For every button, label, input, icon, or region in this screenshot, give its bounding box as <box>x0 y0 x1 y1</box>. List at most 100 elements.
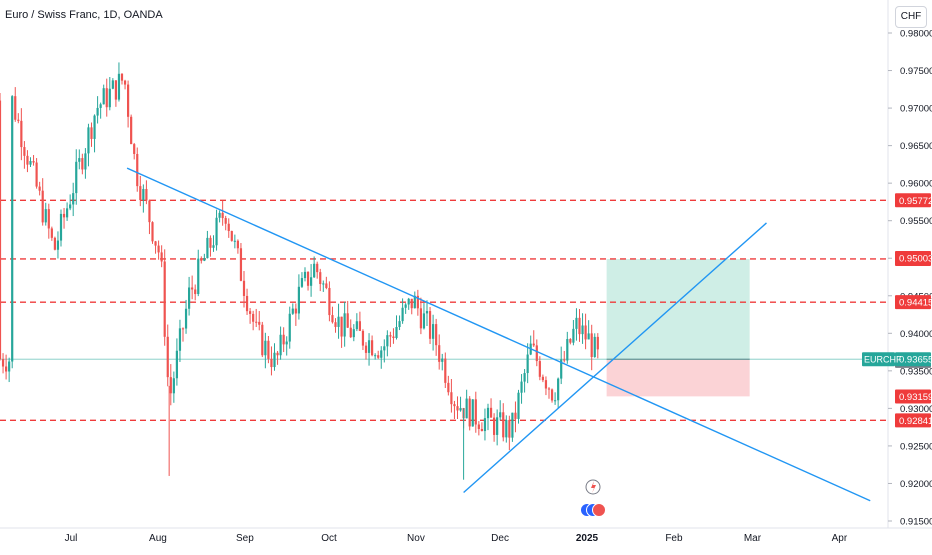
candle-body[interactable] <box>392 336 395 338</box>
candle-body[interactable] <box>261 324 264 356</box>
candle-body[interactable] <box>364 345 368 353</box>
candle-body[interactable] <box>508 419 511 438</box>
candle-body[interactable] <box>428 311 432 339</box>
candle-body[interactable] <box>346 313 349 328</box>
candle-body[interactable] <box>224 218 227 224</box>
candle-body[interactable] <box>334 322 337 327</box>
candle-body[interactable] <box>593 336 596 358</box>
candle-body[interactable] <box>81 158 84 170</box>
candle-body[interactable] <box>279 334 282 356</box>
candle-body[interactable] <box>383 346 386 351</box>
candle-body[interactable] <box>380 350 383 358</box>
candle-body[interactable] <box>157 245 160 253</box>
candle-body[interactable] <box>38 186 41 191</box>
candle-body[interactable] <box>11 96 14 362</box>
candle-body[interactable] <box>105 88 108 108</box>
candle-body[interactable] <box>139 186 142 201</box>
candle-body[interactable] <box>285 341 288 345</box>
candle-body[interactable] <box>203 258 206 261</box>
candle-body[interactable] <box>108 88 111 108</box>
candle-body[interactable] <box>398 321 401 328</box>
candle-body[interactable] <box>432 324 435 339</box>
candle-body[interactable] <box>554 400 557 402</box>
candle-body[interactable] <box>123 80 127 85</box>
candle-body[interactable] <box>130 116 133 145</box>
candle-body[interactable] <box>319 272 322 285</box>
candle-body[interactable] <box>435 324 438 346</box>
candle-body[interactable] <box>66 208 69 218</box>
candle-body[interactable] <box>306 271 310 286</box>
candle-body[interactable] <box>181 328 185 330</box>
candle-body[interactable] <box>389 335 392 337</box>
candle-body[interactable] <box>328 287 331 316</box>
candle-body[interactable] <box>590 333 593 358</box>
candle-body[interactable] <box>227 223 230 232</box>
economic-event-icon[interactable] <box>592 503 606 517</box>
candle-body[interactable] <box>465 398 468 419</box>
candle-body[interactable] <box>206 237 209 259</box>
candle-body[interactable] <box>578 317 581 335</box>
candle-body[interactable] <box>270 358 273 368</box>
candle-body[interactable] <box>340 316 343 337</box>
candle-body[interactable] <box>374 355 377 357</box>
candle-body[interactable] <box>197 258 200 295</box>
candle-body[interactable] <box>133 144 136 154</box>
candle-body[interactable] <box>422 313 426 329</box>
candle-body[interactable] <box>325 283 328 288</box>
candle-body[interactable] <box>175 350 178 379</box>
candle-body[interactable] <box>493 417 496 435</box>
trendlines[interactable] <box>126 167 871 502</box>
candle-body[interactable] <box>163 261 166 337</box>
candle-body[interactable] <box>581 325 584 335</box>
candle-body[interactable] <box>517 392 520 419</box>
candle-body[interactable] <box>93 115 96 139</box>
candle-body[interactable] <box>230 231 233 241</box>
candle-body[interactable] <box>471 399 474 427</box>
candle-body[interactable] <box>572 328 575 343</box>
candle-body[interactable] <box>468 398 471 427</box>
candle-body[interactable] <box>41 190 44 223</box>
candle-body[interactable] <box>419 308 422 329</box>
candle-body[interactable] <box>264 340 267 356</box>
currency-button[interactable]: CHF <box>895 6 927 28</box>
candle-body[interactable] <box>438 345 441 362</box>
candle-body[interactable] <box>474 399 477 425</box>
candle-body[interactable] <box>343 313 346 337</box>
candle-body[interactable] <box>0 100 2 360</box>
candle-body[interactable] <box>575 317 578 329</box>
candle-body[interactable] <box>407 298 410 305</box>
candle-body[interactable] <box>56 240 60 250</box>
candle-body[interactable] <box>535 345 538 362</box>
time-axis[interactable]: Jul Aug Sep Oct Nov Dec 2025 Feb Mar Apr <box>65 533 848 544</box>
candle-body[interactable] <box>413 295 416 309</box>
trendline[interactable] <box>126 167 871 502</box>
candle-body[interactable] <box>102 88 105 105</box>
candle-body[interactable] <box>142 188 145 201</box>
candle-body[interactable] <box>191 287 194 290</box>
candle-body[interactable] <box>50 228 53 238</box>
candle-body[interactable] <box>486 407 490 419</box>
candle-body[interactable] <box>425 311 429 314</box>
candle-body[interactable] <box>584 325 587 340</box>
candle-body[interactable] <box>221 212 224 219</box>
candle-body[interactable] <box>90 127 93 139</box>
candle-body[interactable] <box>242 280 246 296</box>
candle-body[interactable] <box>188 287 191 309</box>
candle-body[interactable] <box>32 161 35 163</box>
candle-body[interactable] <box>395 327 398 338</box>
candle-body[interactable] <box>547 388 551 390</box>
candle-body[interactable] <box>5 366 8 372</box>
candle-body[interactable] <box>371 340 374 356</box>
candle-body[interactable] <box>117 73 121 100</box>
candle-body[interactable] <box>258 321 261 325</box>
candle-body[interactable] <box>35 162 38 187</box>
candle-body[interactable] <box>544 380 548 389</box>
candle-body[interactable] <box>526 354 529 374</box>
candle-body[interactable] <box>1 359 5 367</box>
candle-body[interactable] <box>127 84 130 117</box>
candle-body[interactable] <box>282 334 285 345</box>
candle-body[interactable] <box>184 308 188 329</box>
candle-body[interactable] <box>410 298 413 309</box>
candle-body[interactable] <box>47 209 50 229</box>
